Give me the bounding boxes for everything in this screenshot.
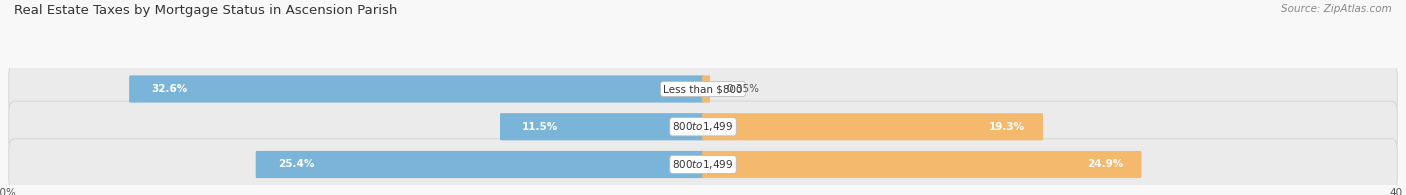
- Text: 32.6%: 32.6%: [152, 84, 187, 94]
- FancyBboxPatch shape: [501, 113, 704, 140]
- FancyBboxPatch shape: [129, 75, 704, 103]
- FancyBboxPatch shape: [8, 63, 1398, 115]
- Text: 0.35%: 0.35%: [727, 84, 759, 94]
- Text: 11.5%: 11.5%: [522, 122, 558, 132]
- Text: Source: ZipAtlas.com: Source: ZipAtlas.com: [1281, 4, 1392, 14]
- FancyBboxPatch shape: [256, 151, 704, 178]
- Text: Real Estate Taxes by Mortgage Status in Ascension Parish: Real Estate Taxes by Mortgage Status in …: [14, 4, 398, 17]
- Text: $800 to $1,499: $800 to $1,499: [672, 120, 734, 133]
- FancyBboxPatch shape: [702, 75, 710, 103]
- FancyBboxPatch shape: [8, 101, 1398, 152]
- FancyBboxPatch shape: [702, 113, 1043, 140]
- FancyBboxPatch shape: [8, 139, 1398, 190]
- Text: $800 to $1,499: $800 to $1,499: [672, 158, 734, 171]
- Text: Less than $800: Less than $800: [664, 84, 742, 94]
- Text: 24.9%: 24.9%: [1087, 160, 1123, 169]
- Text: 19.3%: 19.3%: [988, 122, 1025, 132]
- Text: 25.4%: 25.4%: [278, 160, 314, 169]
- FancyBboxPatch shape: [702, 151, 1142, 178]
